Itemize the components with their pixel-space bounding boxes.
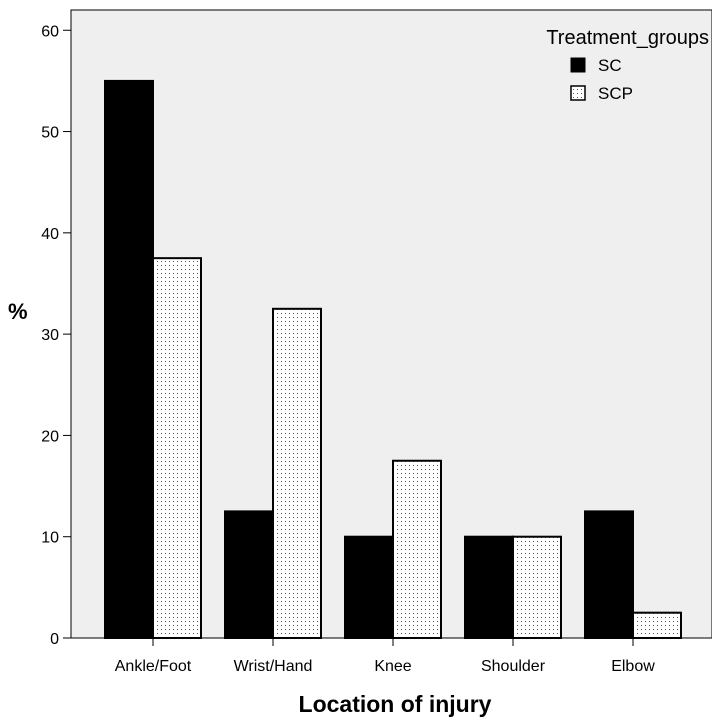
bar-sc-wrist-hand	[224, 510, 274, 639]
bar-scp-wrist-hand	[272, 307, 322, 639]
x-tick-label-ankle-foot: Ankle/Foot	[115, 658, 192, 675]
y-tick-label-20: 20	[41, 428, 59, 445]
x-tick-label-knee: Knee	[374, 658, 411, 675]
bar-scp-elbow	[632, 611, 682, 640]
legend-swatch-sc	[570, 57, 586, 73]
bar-sc-ankle-foot	[104, 79, 154, 640]
legend-item-sc: SC	[570, 56, 622, 75]
y-tick-label-60: 60	[41, 23, 59, 40]
x-tick-label-shoulder: Shoulder	[481, 658, 546, 675]
legend-swatch-scp	[570, 85, 586, 101]
y-tick-label-50: 50	[41, 125, 59, 142]
bar-scp-knee	[392, 459, 442, 640]
y-tick-label-30: 30	[41, 327, 59, 344]
bars	[104, 79, 682, 640]
bar-sc-elbow	[584, 510, 634, 639]
x-axis-title: Location of injury	[299, 691, 492, 717]
legend-label-sc: SC	[598, 56, 622, 75]
y-tick-label-0: 0	[50, 631, 59, 648]
bar-sc-shoulder	[464, 535, 514, 639]
y-axis: 0 10 20 30 40 50 60	[41, 23, 71, 648]
x-tick-label-wrist-hand: Wrist/Hand	[234, 658, 313, 675]
bar-sc-knee	[344, 535, 394, 639]
bar-scp-ankle-foot	[152, 257, 202, 639]
legend: Treatment_groups SC SCP	[546, 27, 709, 103]
y-tick-label-10: 10	[41, 530, 59, 547]
legend-title: Treatment_groups	[546, 27, 709, 49]
x-axis: Ankle/Foot Wrist/Hand Knee Shoulder Elbow	[115, 638, 655, 675]
legend-label-scp: SCP	[598, 84, 633, 103]
y-axis-title: %	[8, 299, 28, 324]
x-tick-label-elbow: Elbow	[611, 658, 655, 675]
y-tick-label-40: 40	[41, 226, 59, 243]
legend-item-scp: SCP	[570, 84, 633, 103]
bar-scp-shoulder	[512, 535, 562, 639]
